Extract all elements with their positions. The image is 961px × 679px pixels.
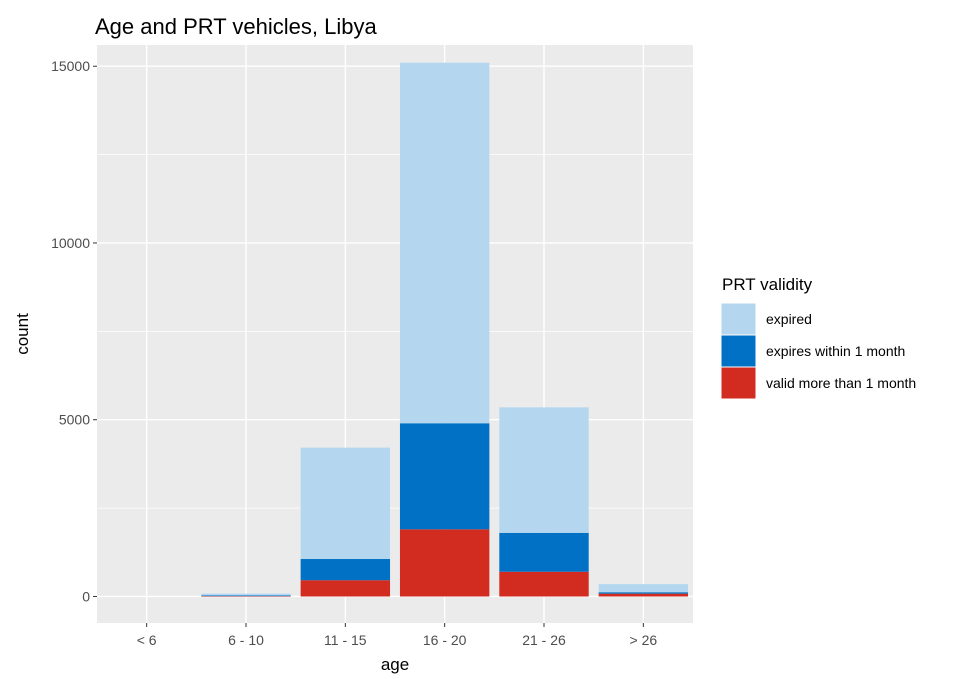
bar-segment <box>399 423 490 530</box>
bar-segment <box>399 529 490 597</box>
x-tick-label: 11 - 15 <box>324 632 367 648</box>
x-tick-labels: < 6 6 - 10 11 - 15 16 - 20 21 - 26 > 26 <box>137 623 658 648</box>
legend-label: valid more than 1 month <box>766 375 916 391</box>
bar-segment <box>300 559 391 581</box>
bar-segment <box>201 593 291 596</box>
legend-swatch <box>720 366 757 400</box>
legend-swatch <box>720 302 757 336</box>
y-tick-label: 0 <box>82 588 90 604</box>
legend-label: expired <box>766 311 812 327</box>
bar-segment <box>598 592 689 594</box>
legend-label: expires within 1 month <box>766 343 905 359</box>
legend-swatch <box>720 334 757 368</box>
y-tick-label: 10000 <box>51 235 90 251</box>
bar-segment <box>300 447 391 560</box>
x-tick-label: 6 - 10 <box>228 632 264 648</box>
y-tick-labels: 0 5000 10000 15000 <box>51 58 97 604</box>
bar-segment <box>499 532 589 572</box>
bar-segment <box>201 595 291 597</box>
y-tick-label: 5000 <box>59 412 90 428</box>
bars <box>201 62 689 597</box>
plot-panel <box>97 45 693 623</box>
x-tick-label: < 6 <box>137 632 157 648</box>
x-axis-title: age <box>381 655 409 674</box>
bar-segment <box>598 593 689 597</box>
bar-segment <box>499 571 589 597</box>
bar-segment <box>201 596 291 597</box>
legend: PRT validity expired expires within 1 mon… <box>720 275 916 400</box>
bar-segment <box>598 584 689 593</box>
x-tick-label: 21 - 26 <box>522 632 566 648</box>
bar-segment <box>499 407 589 533</box>
chart-title: Age and PRT vehicles, Libya <box>95 14 377 39</box>
x-tick-label: 16 - 20 <box>423 632 467 648</box>
y-tick-label: 15000 <box>51 58 90 74</box>
bar-segment <box>300 580 391 597</box>
legend-title: PRT validity <box>722 275 813 294</box>
y-axis-title: count <box>13 313 32 355</box>
bar-segment <box>399 62 490 424</box>
x-tick-label: > 26 <box>630 632 658 648</box>
